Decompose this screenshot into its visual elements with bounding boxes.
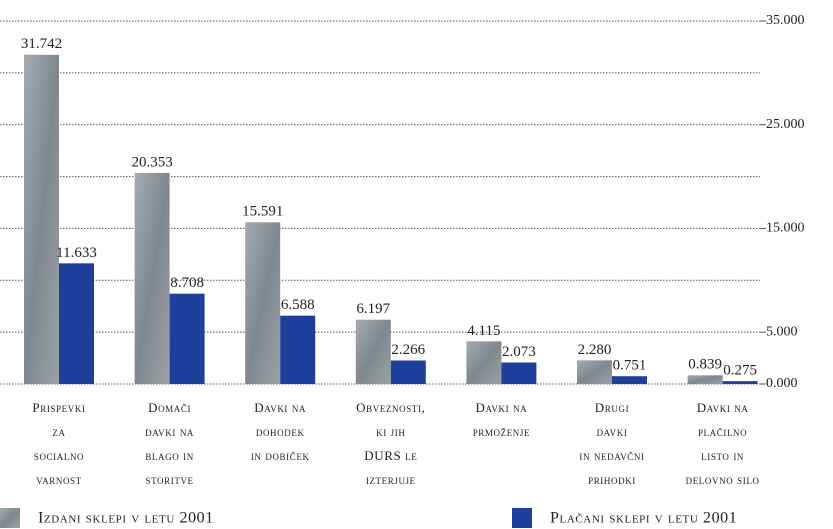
y-tick-label: 35.000 <box>766 13 805 28</box>
value-label: 2.266 <box>391 342 425 358</box>
x-tick-label: delovno silo <box>686 472 760 487</box>
x-tick-label: plačilno <box>698 424 747 439</box>
x-tick-label: DURS le <box>364 448 417 463</box>
value-label: 6.197 <box>356 301 390 317</box>
x-tick-label: Prispevki <box>32 400 85 415</box>
x-tick-label: storitve <box>146 472 194 487</box>
x-tick-label: prmoženje <box>473 424 530 439</box>
value-label: 4.115 <box>467 323 500 339</box>
x-tick-label: varnost <box>36 472 82 487</box>
y-tick-label: 5.000 <box>766 324 798 339</box>
x-tick-label: davki na <box>145 424 194 439</box>
y-tick-label: 25.000 <box>766 117 805 132</box>
x-tick-label: davki <box>597 424 628 439</box>
x-tick-label: in dobiček <box>251 448 310 463</box>
x-tick-label: Davki na <box>254 400 306 415</box>
bar <box>169 293 205 384</box>
bar <box>280 315 316 384</box>
bar <box>612 376 647 384</box>
bar <box>501 362 537 384</box>
bar <box>355 319 391 384</box>
legend-label: Izdani sklepi v letu 2001 <box>38 510 214 527</box>
x-tick-label: ki jih <box>376 424 405 439</box>
value-label: 2.280 <box>578 342 612 358</box>
value-label: 0.275 <box>723 363 757 379</box>
x-tick-label: socialno <box>34 448 84 463</box>
x-tick-label: izterjuje <box>366 472 416 487</box>
x-tick-label: Obveznosti, <box>356 400 425 415</box>
x-tick-label: listo in <box>701 448 744 463</box>
x-tick-label: Domači <box>148 400 191 415</box>
x-tick-label: Davki na <box>697 400 749 415</box>
legend-label: Plačani sklepi v letu 2001 <box>550 510 737 527</box>
x-tick-label: blago in <box>145 448 194 463</box>
value-label: 31.742 <box>21 36 62 52</box>
bar <box>24 54 59 385</box>
y-tick-label: 15.000 <box>766 221 805 236</box>
legend-swatch <box>512 508 532 528</box>
value-label: 8.708 <box>170 275 204 291</box>
bar <box>390 360 426 384</box>
y-tick-label: 0.000 <box>766 376 798 391</box>
bar <box>466 341 502 384</box>
x-tick-label: in nedavčni <box>579 448 644 463</box>
bar <box>687 375 723 384</box>
x-tick-label: dohodek <box>256 424 305 439</box>
bar <box>245 222 281 384</box>
value-label: 6.588 <box>281 297 315 313</box>
x-tick-label: Drugi <box>595 400 629 415</box>
bar <box>134 172 170 384</box>
legend-swatch <box>0 508 20 528</box>
value-label: 0.839 <box>688 357 722 373</box>
value-label: 2.073 <box>502 344 536 360</box>
bar <box>722 381 758 384</box>
value-label: 11.633 <box>56 245 97 261</box>
bar <box>577 360 612 384</box>
value-label: 0.751 <box>613 358 647 374</box>
x-tick-label: za <box>52 424 65 439</box>
x-tick-label: Davki na <box>476 400 528 415</box>
value-label: 15.591 <box>242 204 283 220</box>
bar <box>59 263 94 384</box>
value-label: 20.353 <box>131 154 172 170</box>
x-tick-label: prihodki <box>588 472 636 487</box>
